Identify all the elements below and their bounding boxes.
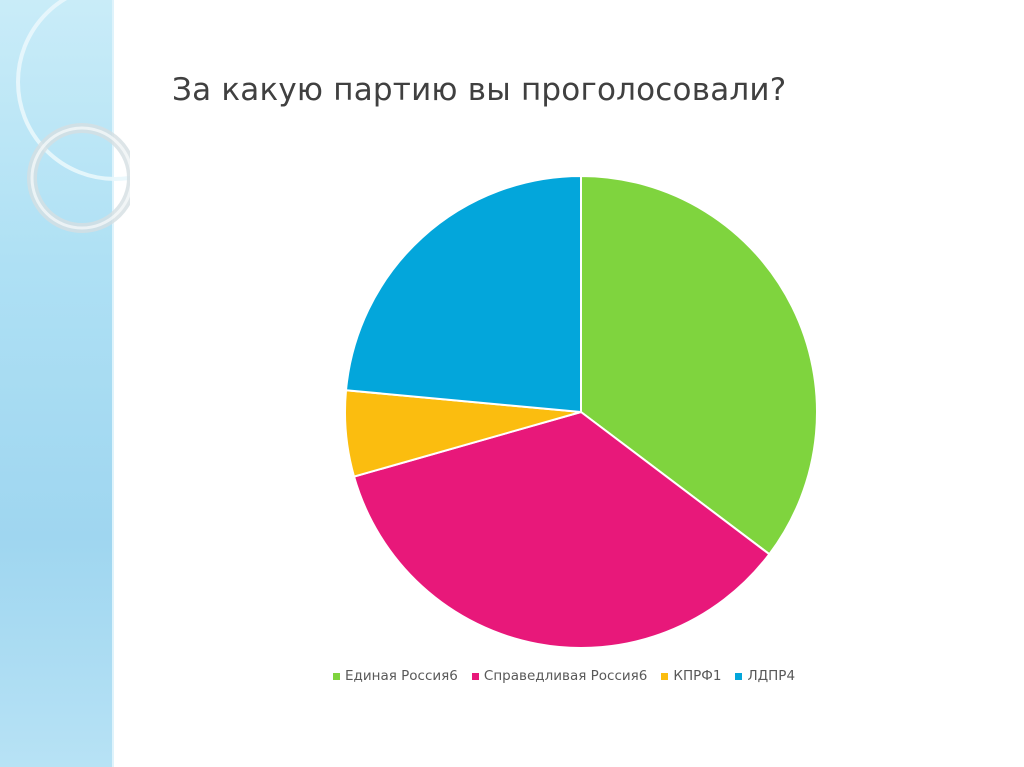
legend-swatch-2 — [661, 672, 669, 680]
legend-swatch-0 — [333, 672, 340, 680]
legend-item-3: ЛДПР4 — [735, 668, 795, 684]
slide-title: За какую партию вы проголосовали? — [172, 72, 787, 108]
pie-slice-0 — [580, 174, 818, 556]
chart-legend: Единая Россия6 Справедливая Россия6 КПРФ1 Л… — [333, 668, 809, 684]
legend-item-2: КПРФ1 — [661, 668, 721, 684]
decorative-circles — [16, 0, 130, 233]
legend-swatch-1 — [471, 672, 479, 680]
legend-label-1: Справедливая Россия6 — [483, 668, 648, 684]
legend-swatch-3 — [735, 672, 743, 680]
pie-slice-1 — [352, 410, 771, 649]
legend-item-1: Справедливая Россия6 — [471, 668, 648, 684]
legend-item-0: Единая Россия6 — [333, 668, 458, 684]
legend-label-2: КПРФ1 — [673, 668, 722, 684]
legend-label-3: ЛДПР4 — [747, 668, 796, 684]
pie-slice-3 — [344, 174, 582, 414]
legend-label-0: Единая Россия6 — [345, 668, 458, 684]
